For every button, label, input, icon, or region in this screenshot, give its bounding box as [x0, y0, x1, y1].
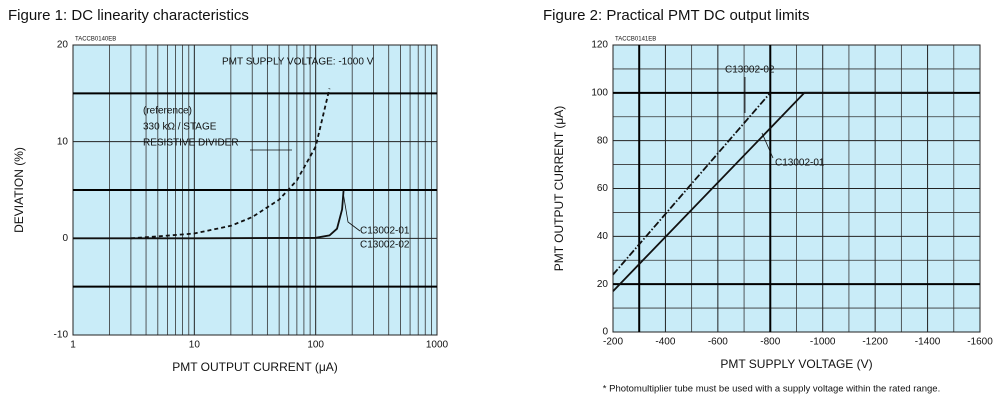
annotation: PMT SUPPLY VOLTAGE: -1000 V — [222, 57, 374, 68]
y-tick-label: 40 — [597, 231, 609, 242]
x-tick-label: -1400 — [915, 337, 941, 348]
leader-line — [761, 132, 774, 159]
x-tick-label: -800 — [760, 337, 780, 348]
chart-title: Figure 2: Practical PMT DC output limits — [543, 7, 809, 24]
y-axis-label: DEVIATION (%) — [12, 147, 26, 233]
x-tick-label: -1600 — [967, 337, 993, 348]
annotation: C13002-02 — [360, 240, 410, 251]
x-tick-label: -1200 — [862, 337, 888, 348]
figure-code: TACCB0141EB — [615, 37, 656, 43]
y-tick-label: 0 — [62, 233, 68, 244]
y-tick-label: 80 — [597, 135, 609, 146]
x-axis-label: PMT SUPPLY VOLTAGE (V) — [720, 357, 872, 371]
x-tick-label: -400 — [655, 337, 675, 348]
x-tick-label: -600 — [708, 337, 728, 348]
x-tick-label: -1000 — [810, 337, 836, 348]
data-line — [73, 189, 345, 240]
data-line — [612, 91, 954, 292]
series-label: C13002-02 — [725, 65, 775, 76]
y-tick-label: 120 — [591, 40, 608, 51]
annotation: C13002-01 — [360, 226, 410, 237]
y-tick-label: 20 — [597, 279, 609, 290]
y-tick-label: -10 — [54, 330, 69, 341]
x-axis-label: PMT OUTPUT CURRENT (μA) — [172, 360, 338, 374]
y-tick-label: 0 — [602, 327, 608, 338]
x-tick-label: 1 — [70, 340, 76, 351]
x-tick-label: 10 — [189, 340, 201, 351]
x-tick-label: 100 — [307, 340, 324, 351]
y-tick-label: 60 — [597, 183, 609, 194]
series-label: C13002-01 — [775, 158, 825, 169]
x-tick-label: 1000 — [426, 340, 449, 351]
y-tick-label: 10 — [57, 136, 69, 147]
footnote: * Photomultiplier tube must be used with… — [603, 384, 940, 395]
figure-code: TACCB0140EB — [75, 37, 116, 43]
annotation: (reference) — [143, 106, 192, 117]
leader-line — [342, 191, 361, 232]
y-tick-label: 20 — [57, 40, 69, 51]
y-tick-label: 100 — [591, 87, 608, 98]
data-line — [612, 92, 771, 276]
chart-title: Figure 1: DC linearity characteristics — [8, 7, 249, 24]
annotation: RESISTIVE DIVIDER — [143, 138, 239, 149]
y-axis-label: PMT OUTPUT CURRENT (μA) — [552, 106, 566, 272]
x-tick-label: -200 — [603, 337, 623, 348]
annotation: 330 kΩ / STAGE — [143, 122, 217, 133]
